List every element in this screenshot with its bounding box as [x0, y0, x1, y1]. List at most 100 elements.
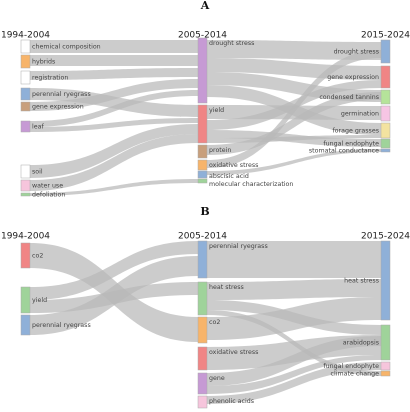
flow	[30, 241, 198, 300]
flow	[207, 72, 381, 102]
flow	[30, 179, 198, 196]
node-label: chemical composition	[32, 44, 101, 51]
node	[20, 286, 31, 314]
node-label: water use	[32, 183, 63, 190]
node-label: perennial ryegrass	[32, 91, 91, 98]
node-label: perennial ryegrass	[32, 322, 91, 329]
node-label: leaf	[32, 124, 44, 131]
panel: B 1994-2004 2005-2014 2015-2024 co2 yield pere…	[1, 205, 410, 409]
flow	[207, 40, 381, 60]
panel-label: A	[200, 0, 210, 12]
flow	[207, 241, 381, 278]
node	[20, 314, 31, 336]
node	[197, 104, 208, 144]
node	[20, 192, 31, 197]
node	[197, 372, 208, 395]
node	[380, 138, 391, 149]
node	[197, 281, 208, 316]
node-label: yield	[32, 297, 47, 304]
node	[197, 316, 208, 344]
flow	[30, 55, 198, 66]
period-label: 2015-2024	[361, 31, 410, 41]
node	[380, 240, 391, 321]
node	[380, 105, 391, 122]
node-label: drought stress	[209, 40, 254, 47]
flow	[30, 79, 198, 111]
flow	[207, 336, 381, 386]
flow	[207, 135, 381, 143]
node	[20, 39, 31, 54]
flow	[30, 88, 198, 117]
node	[380, 361, 391, 371]
node-label: gene expression	[32, 104, 84, 111]
period-label: 2005-2014	[178, 232, 227, 242]
node	[197, 144, 208, 159]
node-label: soil	[32, 169, 43, 176]
node-label: co2	[209, 319, 220, 326]
flow	[207, 50, 381, 168]
node	[20, 70, 31, 85]
node	[380, 370, 391, 377]
node	[197, 240, 208, 279]
flow	[207, 355, 381, 394]
flow	[207, 297, 381, 340]
node	[380, 89, 391, 105]
node	[20, 164, 31, 179]
flow	[30, 118, 198, 132]
node-label: stomatal conductance	[309, 148, 379, 155]
node-label: oxidative stress	[209, 349, 258, 356]
node-label: defoliation	[32, 192, 65, 199]
node	[20, 120, 31, 133]
node-label: molecular characterization	[209, 181, 293, 188]
node	[380, 148, 391, 153]
period-label: 1994-2004	[1, 232, 50, 242]
node	[20, 54, 31, 69]
node-label: registration	[32, 75, 68, 82]
node-label: fungal endophyte	[323, 363, 379, 370]
node-label: fungal endophyte	[323, 141, 379, 148]
flow	[207, 92, 381, 155]
node-label: heat stress	[209, 284, 244, 291]
node-label: drought stress	[334, 49, 379, 56]
node	[197, 37, 208, 104]
node	[20, 179, 31, 192]
node-label: heat stress	[344, 278, 379, 285]
node	[20, 87, 31, 101]
node-label: arabidopsis	[343, 340, 379, 347]
period-label: 2015-2024	[361, 232, 410, 242]
node	[197, 170, 208, 179]
node-label: co2	[32, 253, 43, 260]
flow	[30, 124, 198, 178]
flow	[30, 134, 198, 191]
node	[197, 159, 208, 171]
node-label: hybrids	[32, 59, 55, 66]
node	[380, 324, 391, 361]
node	[197, 346, 208, 371]
flow	[207, 279, 381, 300]
node-label: abscisic acid	[209, 173, 249, 180]
panel: A 1994-2004 2005-2014 2015-2024 chemical com…	[1, 0, 410, 199]
flow	[207, 362, 381, 404]
node	[380, 65, 391, 89]
node-label: climate change	[331, 371, 380, 378]
node-label: phenolic acids	[209, 398, 254, 405]
node-label: gene expression	[327, 74, 379, 81]
flow	[30, 40, 198, 53]
node	[20, 242, 31, 269]
node-label: condensed tannins	[319, 94, 379, 101]
node-label: forage grasses	[332, 128, 379, 135]
node-label: germination	[341, 111, 379, 118]
period-label: 2005-2014	[178, 31, 227, 41]
node	[197, 178, 208, 184]
node	[380, 122, 391, 139]
node-label: gene	[209, 375, 225, 382]
node-label: yield	[209, 107, 224, 114]
flow	[30, 90, 198, 127]
node	[380, 39, 391, 64]
node	[197, 395, 208, 409]
flow	[207, 149, 381, 175]
node-label: perennial ryegrass	[209, 243, 268, 250]
flow	[30, 68, 198, 80]
flow	[30, 256, 198, 335]
